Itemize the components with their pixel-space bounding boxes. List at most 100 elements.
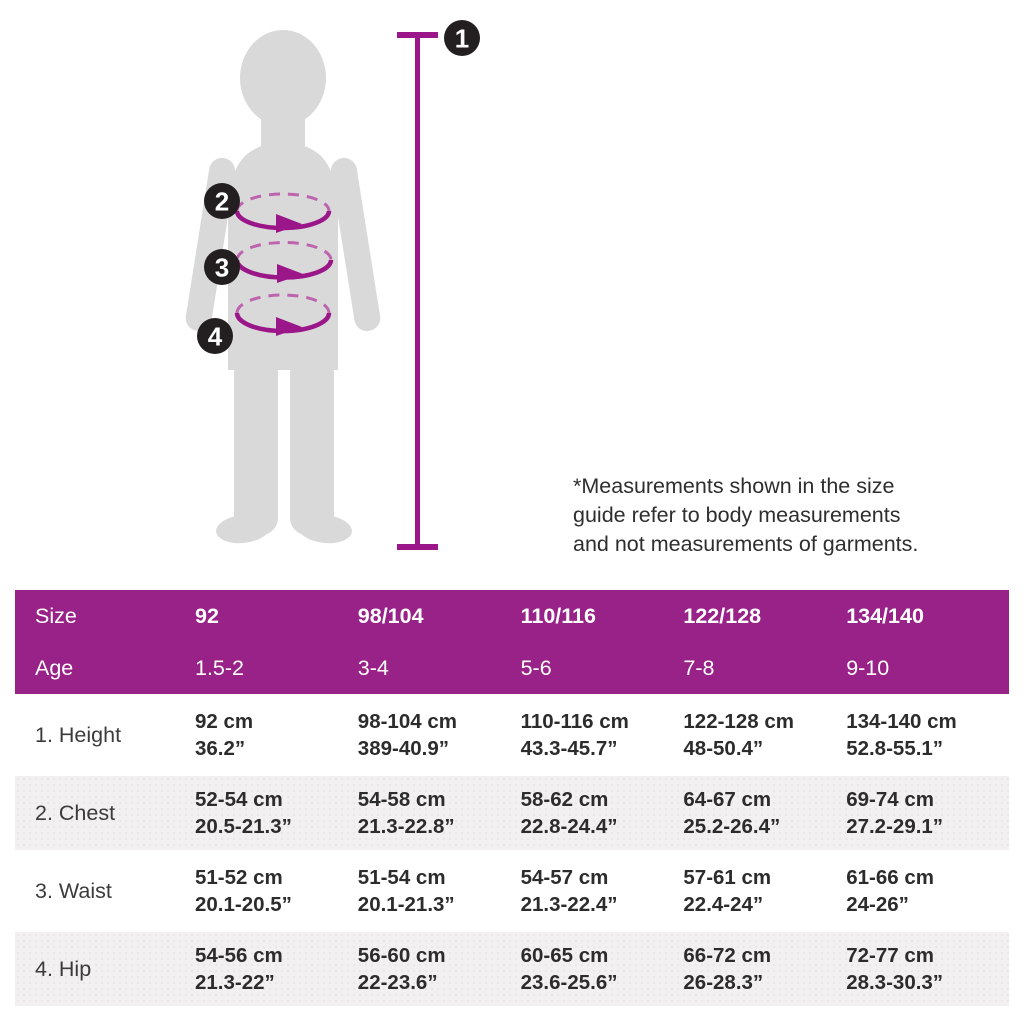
height-cell-1: 92 cm 36.2” bbox=[195, 708, 358, 763]
value-cm: 98-104 cm bbox=[357, 709, 457, 733]
silhouette-right-leg bbox=[290, 355, 334, 535]
marker-3-waist-badge bbox=[204, 249, 240, 285]
value-cm: 72-77 cm bbox=[846, 943, 934, 967]
hip-cell-2: 56-60 cm 22-23.6” bbox=[358, 942, 521, 997]
marker-2-label: 2 bbox=[215, 186, 229, 216]
note-line: and not measurements of garments. bbox=[573, 532, 919, 556]
value-in: 21.3-22” bbox=[195, 971, 275, 994]
row-label: 3. Waist bbox=[35, 878, 112, 903]
value-in: 22.8-24.4” bbox=[520, 815, 618, 838]
value-cm: 56-60 cm bbox=[357, 943, 446, 967]
waist-arrowhead-icon bbox=[277, 264, 303, 283]
value-in: 48-50.4” bbox=[683, 737, 764, 760]
hip-back-dashed-arc bbox=[235, 293, 331, 314]
value-in: 27.2-29.1” bbox=[846, 815, 944, 838]
row-label: 2. Chest bbox=[35, 800, 116, 825]
value-cm: 110-116 cm bbox=[520, 709, 629, 733]
marker-1-height-badge bbox=[444, 20, 480, 56]
silhouette-left-leg bbox=[234, 355, 278, 535]
marker-badges: 1 2 3 4 bbox=[197, 20, 480, 354]
value-in: 25.2-26.4” bbox=[683, 815, 781, 838]
chest-cell-5: 69-74 cm 27.2-29.1” bbox=[846, 786, 1009, 841]
chest-arrowhead-icon bbox=[276, 214, 302, 233]
value-cm: 92 cm bbox=[195, 709, 254, 733]
chest-cell-1: 52-54 cm 20.5-21.3” bbox=[195, 786, 358, 841]
value-cm: 54-57 cm bbox=[520, 865, 609, 889]
size-col-1: 92 bbox=[195, 603, 219, 628]
silhouette-head bbox=[240, 30, 326, 126]
size-col-2: 98/104 bbox=[357, 603, 424, 628]
value-in: 36.2” bbox=[195, 737, 246, 760]
hip-cell-1: 54-56 cm 21.3-22” bbox=[195, 942, 358, 997]
hip-cell-4: 66-72 cm 26-28.3” bbox=[683, 942, 846, 997]
value-cm: 122-128 cm bbox=[683, 709, 794, 733]
chest-back-dashed-arc bbox=[235, 192, 331, 212]
marker-2-chest-badge bbox=[204, 183, 240, 219]
marker-1-label: 1 bbox=[455, 23, 469, 53]
size-row-label: Size bbox=[35, 603, 77, 628]
marker-4-label: 4 bbox=[208, 321, 223, 351]
age-col-4: 7-8 bbox=[683, 655, 715, 680]
age-col-5: 9-10 bbox=[846, 655, 890, 680]
age-col-2: 3-4 bbox=[357, 655, 389, 680]
value-cm: 66-72 cm bbox=[683, 943, 772, 967]
measurement-note: *Measurements shown in the size guide re… bbox=[573, 472, 963, 559]
value-in: 43.3-45.7” bbox=[520, 737, 618, 760]
value-in: 52.8-55.1” bbox=[846, 737, 944, 760]
value-in: 24-26” bbox=[846, 893, 909, 916]
value-cm: 52-54 cm bbox=[195, 787, 283, 811]
value-cm: 51-52 cm bbox=[195, 865, 283, 889]
waist-cell-3: 54-57 cm 21.3-22.4” bbox=[521, 864, 684, 919]
height-cell-3: 110-116 cm 43.3-45.7” bbox=[521, 708, 684, 763]
chest-cell-2: 54-58 cm 21.3-22.8” bbox=[358, 786, 521, 841]
value-cm: 54-56 cm bbox=[195, 943, 283, 967]
value-in: 26-28.3” bbox=[683, 971, 764, 994]
body-measurement-diagram: 1 2 3 4 bbox=[185, 20, 480, 550]
size-col-3: 110/116 bbox=[520, 603, 596, 628]
silhouette-left-foot bbox=[216, 514, 270, 544]
size-table-header: Size 92 98/104 110/116 122/128 134/140 A… bbox=[15, 590, 1009, 694]
value-in: 23.6-25.6” bbox=[520, 971, 618, 994]
size-table: Size 92 98/104 110/116 122/128 134/140 A… bbox=[15, 590, 1009, 1006]
waist-cell-1: 51-52 cm 20.1-20.5” bbox=[195, 864, 358, 919]
value-in: 22-23.6” bbox=[357, 971, 438, 994]
value-cm: 61-66 cm bbox=[846, 865, 934, 889]
age-row-label: Age bbox=[35, 655, 74, 680]
value-in: 22.4-24” bbox=[683, 893, 764, 916]
value-cm: 60-65 cm bbox=[520, 943, 609, 967]
waist-cell-4: 57-61 cm 22.4-24” bbox=[683, 864, 846, 919]
height-cell-4: 122-128 cm 48-50.4” bbox=[683, 708, 846, 763]
value-in: 20.1-20.5” bbox=[195, 893, 292, 916]
silhouette-right-arm bbox=[330, 157, 381, 332]
value-cm: 64-67 cm bbox=[683, 787, 772, 811]
size-col-4: 122/128 bbox=[683, 603, 762, 628]
value-cm: 54-58 cm bbox=[357, 787, 446, 811]
marker-3-label: 3 bbox=[215, 252, 229, 282]
row-label: 4. Hip bbox=[35, 956, 92, 981]
table-row-hip: 4. Hip 54-56 cm 21.3-22” 56-60 cm 22-23.6”… bbox=[15, 932, 1009, 1006]
header-age-row: Age 1.5-2 3-4 5-6 7-8 9-10 bbox=[15, 642, 1009, 694]
waist-back-dashed-arc bbox=[235, 241, 333, 261]
value-cm: 57-61 cm bbox=[683, 865, 772, 889]
value-in: 20.5-21.3” bbox=[195, 815, 292, 838]
height-cell-5: 134-140 cm 52.8-55.1” bbox=[846, 708, 1009, 763]
silhouette-torso bbox=[228, 142, 338, 370]
table-row-chest: 2. Chest 52-54 cm 20.5-21.3” 54-58 cm 21.3… bbox=[15, 776, 1009, 850]
child-silhouette bbox=[185, 30, 381, 544]
value-cm: 69-74 cm bbox=[846, 787, 934, 811]
value-cm: 58-62 cm bbox=[520, 787, 609, 811]
value-in: 21.3-22.4” bbox=[520, 893, 618, 916]
age-col-3: 5-6 bbox=[520, 655, 552, 680]
value-in: 28.3-30.3” bbox=[846, 971, 944, 994]
hip-cell-5: 72-77 cm 28.3-30.3” bbox=[846, 942, 1009, 997]
row-label: 1. Height bbox=[35, 722, 122, 747]
girth-arrows bbox=[234, 192, 334, 336]
value-in: 20.1-21.3” bbox=[357, 893, 455, 916]
value-in: 21.3-22.8” bbox=[357, 815, 455, 838]
silhouette-right-foot bbox=[298, 514, 352, 544]
table-row-height: 1. Height 92 cm 36.2” 98-104 cm 389-40.9” … bbox=[15, 698, 1009, 772]
height-gauge bbox=[397, 32, 438, 550]
header-size-row: Size 92 98/104 110/116 122/128 134/140 bbox=[15, 590, 1009, 642]
age-col-1: 1.5-2 bbox=[195, 655, 245, 680]
